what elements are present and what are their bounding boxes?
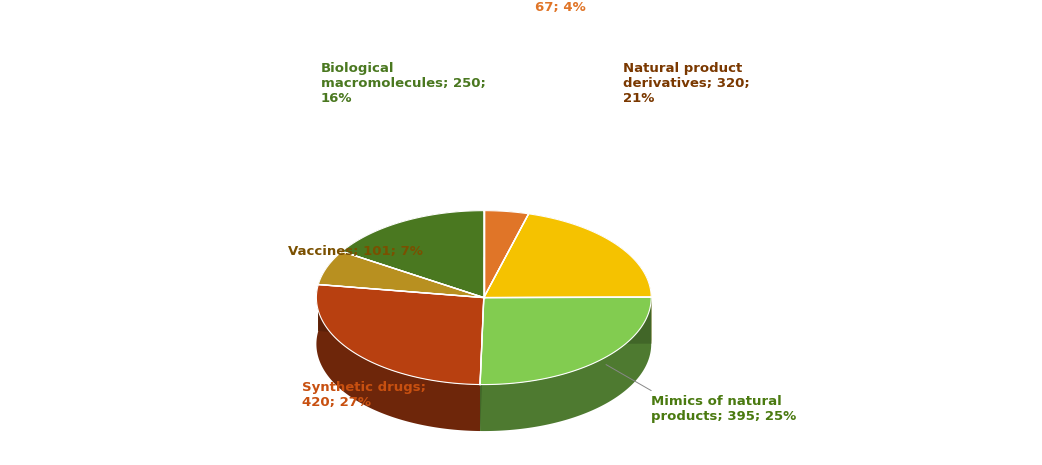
Polygon shape bbox=[483, 214, 528, 344]
Text: Synthetic drugs;
420; 27%: Synthetic drugs; 420; 27% bbox=[302, 381, 426, 409]
Polygon shape bbox=[483, 297, 651, 344]
Polygon shape bbox=[483, 211, 528, 260]
Polygon shape bbox=[480, 298, 483, 431]
Polygon shape bbox=[318, 285, 483, 344]
Text: Biological
macromolecules; 250;
16%: Biological macromolecules; 250; 16% bbox=[321, 62, 486, 105]
Polygon shape bbox=[342, 252, 483, 344]
Polygon shape bbox=[480, 298, 483, 431]
Polygon shape bbox=[483, 297, 651, 344]
Text: Mimics of natural
products; 395; 25%: Mimics of natural products; 395; 25% bbox=[651, 395, 796, 423]
Polygon shape bbox=[318, 252, 483, 298]
Polygon shape bbox=[480, 297, 651, 385]
Text: Natural products ;
67; 4%: Natural products ; 67; 4% bbox=[535, 0, 672, 14]
Polygon shape bbox=[317, 285, 483, 385]
Polygon shape bbox=[318, 285, 483, 344]
Polygon shape bbox=[342, 211, 483, 298]
Polygon shape bbox=[480, 297, 651, 431]
Polygon shape bbox=[342, 252, 483, 344]
Polygon shape bbox=[528, 214, 651, 344]
Polygon shape bbox=[483, 214, 528, 344]
Polygon shape bbox=[318, 252, 342, 331]
Polygon shape bbox=[483, 214, 651, 298]
Polygon shape bbox=[483, 211, 528, 298]
Text: Vaccines; 101; 7%: Vaccines; 101; 7% bbox=[289, 245, 423, 258]
Polygon shape bbox=[317, 285, 480, 431]
Polygon shape bbox=[342, 211, 483, 298]
Text: Natural product
derivatives; 320;
21%: Natural product derivatives; 320; 21% bbox=[623, 62, 750, 105]
